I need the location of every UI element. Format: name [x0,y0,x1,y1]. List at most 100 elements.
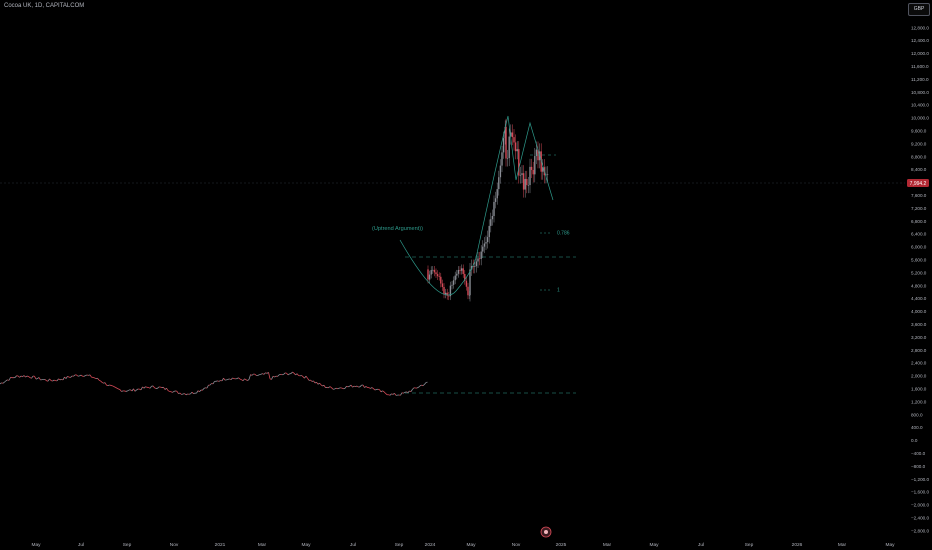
price-segment [73,374,76,377]
current-price-label: 7,994.2 [910,181,927,187]
time-axis-label: Sep [395,542,404,548]
price-segment [152,385,155,389]
price-segment [238,377,241,380]
price-segment [142,386,145,389]
candle-body [524,178,526,190]
current-price-tag: 7,994.2 [907,179,929,187]
time-axis-label: 2024 [425,542,436,548]
price-axis-label: −2,800.0 [911,528,929,533]
price-segment [136,388,139,391]
price-segment [166,388,169,391]
time-axis-label: May [31,542,41,548]
price-segment [167,390,170,392]
price-series-early [0,371,428,396]
price-segment [418,385,421,388]
candle-body [501,152,503,166]
price-axis-label: 11,600.0 [911,64,929,69]
price-segment [374,389,377,391]
candle-body [428,274,431,280]
price-segment [107,384,110,386]
price-segment [419,384,422,387]
price-axis-label: 5,600.0 [911,258,927,263]
price-segment [296,373,299,376]
candle-body [519,174,522,176]
price-axis-label: 6,000.0 [911,245,927,250]
price-axis-label: 10,000.0 [911,116,929,121]
time-axis-label: May [466,542,476,548]
price-segment [83,375,86,377]
price-segment [134,389,137,392]
candle-body [514,142,517,152]
price-segment [424,382,427,385]
price-axis-label: 2,000.0 [911,374,927,379]
candle-body [456,273,458,276]
price-axis-label: 10,800.0 [911,90,929,95]
time-axis[interactable]: May Jul Sep Nov 2021 Mar May Jul Sep 2024 May Nov 20… [31,542,895,548]
time-axis-label: Sep [123,542,132,548]
price-segment [230,377,233,380]
price-segment [212,381,215,385]
time-axis-label: Jul [350,542,356,548]
price-segment [119,389,122,392]
price-segment [322,384,325,387]
candles-series [427,118,549,302]
price-segment [197,390,200,393]
candle-body [449,285,452,297]
annotation-label[interactable]: (Uptrend Argument)) [372,226,423,232]
price-segment [17,375,20,378]
price-segment [286,372,289,376]
price-segment [157,386,160,389]
candle-body [475,261,478,267]
price-segment [346,385,349,388]
price-segment [283,372,286,375]
price-segment [127,389,130,392]
price-segment [143,386,146,389]
price-segment [118,388,121,391]
candle-body [480,251,482,259]
price-segment [352,385,355,388]
candle-body [534,156,536,175]
price-segment [287,373,290,376]
candle-body [486,237,489,243]
price-segment [20,375,23,378]
candle-body [521,173,523,175]
candle-body [513,137,515,143]
price-segment [385,393,388,396]
candle-body [469,269,471,295]
price-segment [103,382,106,384]
price-segment [140,386,143,391]
price-segment [350,384,353,388]
pattern-line[interactable] [399,115,554,296]
price-segment [247,379,250,381]
candle-body [435,272,437,275]
candle-body [462,268,464,274]
trend-drawings[interactable]: (Uptrend Argument)) 0.786 1 [372,115,576,394]
price-segment [4,380,7,383]
price-segment [269,378,272,380]
price-segment [178,392,181,395]
replay-button[interactable] [540,526,552,538]
price-segment [44,379,47,382]
candle-body [505,126,507,159]
price-segment [355,385,358,387]
price-axis-label: 4,800.0 [911,283,927,288]
price-segment [139,388,142,391]
price-segment [29,377,32,379]
price-segment [28,376,31,378]
price-segment [392,393,395,395]
price-segment [5,379,8,382]
price-axis-label: 6,400.0 [911,232,927,237]
symbol-title[interactable]: Cocoa UK, 1D, CAPITALCOM [4,3,85,9]
price-segment [335,387,338,390]
price-axis-label: 400.0 [911,425,923,430]
price-axis-label: −2,000.0 [911,503,929,508]
price-segment [154,387,157,389]
candle-body [504,126,506,139]
currency-button[interactable]: GBP [908,3,930,16]
price-axis[interactable]: 12,800.0 12,400.0 12,000.0 11,600.0 11,200.0… [911,25,929,533]
price-axis-label: 7,600.0 [911,193,927,198]
time-axis-label: Nov [512,542,521,548]
price-segment [394,393,397,396]
price-segment [250,374,253,376]
